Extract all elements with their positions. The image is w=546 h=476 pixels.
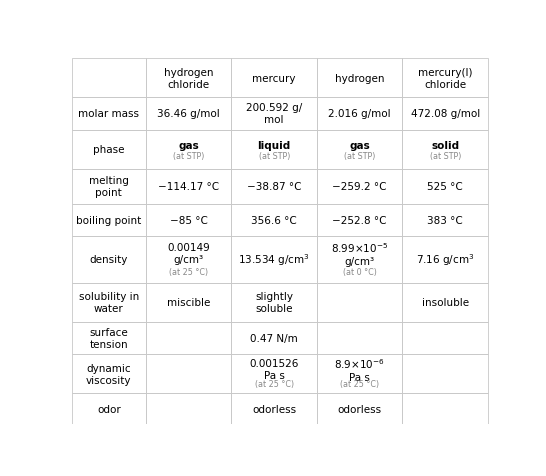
Bar [72, 394, 146, 426]
Bar [72, 98, 146, 130]
Text: (at STP): (at STP) [344, 151, 376, 160]
Bar [146, 169, 232, 205]
Bar [72, 236, 146, 283]
Text: boiling point: boiling point [76, 215, 141, 225]
Text: melting
point: melting point [89, 176, 129, 198]
Text: solubility in
water: solubility in water [79, 292, 139, 314]
Bar [232, 394, 317, 426]
Bar [317, 394, 402, 426]
Text: 525 °C: 525 °C [428, 182, 463, 192]
Text: 200.592 g/
mol: 200.592 g/ mol [246, 103, 302, 125]
Text: phase: phase [93, 145, 124, 155]
Text: −38.87 °C: −38.87 °C [247, 182, 301, 192]
Bar [402, 322, 488, 355]
Bar [72, 169, 146, 205]
Text: (at 0 °C): (at 0 °C) [343, 267, 377, 276]
Text: 36.46 g/mol: 36.46 g/mol [157, 109, 220, 119]
Text: mercury(I)
chloride: mercury(I) chloride [418, 68, 472, 89]
Text: density: density [90, 255, 128, 265]
Bar [72, 283, 146, 322]
Bar [146, 322, 232, 355]
Bar [232, 130, 317, 169]
Text: surface
tension: surface tension [90, 327, 128, 349]
Text: solid: solid [431, 140, 459, 150]
Text: insoluble: insoluble [422, 298, 469, 307]
Text: odorless: odorless [337, 405, 382, 415]
Text: liquid: liquid [258, 140, 291, 150]
Bar [402, 355, 488, 394]
Text: −252.8 °C: −252.8 °C [333, 215, 387, 225]
Bar [402, 59, 488, 98]
Bar [146, 283, 232, 322]
Text: gas: gas [349, 140, 370, 150]
Text: (at STP): (at STP) [173, 151, 204, 160]
Bar [317, 59, 402, 98]
Bar [402, 283, 488, 322]
Bar [146, 130, 232, 169]
Bar [232, 169, 317, 205]
Text: (at 25 °C): (at 25 °C) [169, 267, 208, 276]
Bar [317, 98, 402, 130]
Text: −259.2 °C: −259.2 °C [333, 182, 387, 192]
Text: −114.17 °C: −114.17 °C [158, 182, 219, 192]
Text: (at STP): (at STP) [430, 151, 461, 160]
Text: mercury: mercury [252, 73, 296, 83]
Bar [232, 236, 317, 283]
Bar [232, 355, 317, 394]
Bar [146, 59, 232, 98]
Bar [402, 130, 488, 169]
Bar [317, 205, 402, 236]
Bar [146, 394, 232, 426]
Bar [146, 98, 232, 130]
Bar [317, 169, 402, 205]
Text: 0.47 N/m: 0.47 N/m [250, 333, 298, 343]
Text: (at 25 °C): (at 25 °C) [254, 379, 294, 388]
Text: 8.99×10$^{-5}$
g/cm³: 8.99×10$^{-5}$ g/cm³ [331, 241, 388, 267]
Text: hydrogen
chloride: hydrogen chloride [164, 68, 213, 89]
Bar [402, 205, 488, 236]
Text: gas: gas [179, 140, 199, 150]
Text: 2.016 g/mol: 2.016 g/mol [329, 109, 391, 119]
Text: hydrogen: hydrogen [335, 73, 384, 83]
Text: dynamic
viscosity: dynamic viscosity [86, 363, 132, 385]
Bar [402, 236, 488, 283]
Text: 472.08 g/mol: 472.08 g/mol [411, 109, 480, 119]
Text: −85 °C: −85 °C [170, 215, 207, 225]
Bar [317, 130, 402, 169]
Text: 356.6 °C: 356.6 °C [251, 215, 297, 225]
Text: odorless: odorless [252, 405, 296, 415]
Text: 383 °C: 383 °C [428, 215, 463, 225]
Bar [402, 394, 488, 426]
Text: miscible: miscible [167, 298, 210, 307]
Bar [146, 236, 232, 283]
Bar [232, 322, 317, 355]
Bar [146, 355, 232, 394]
Bar [402, 169, 488, 205]
Bar [232, 283, 317, 322]
Bar [232, 205, 317, 236]
Bar [72, 205, 146, 236]
Text: (at STP): (at STP) [258, 151, 290, 160]
Bar [317, 355, 402, 394]
Text: 0.001526
Pa s: 0.001526 Pa s [250, 358, 299, 380]
Text: odor: odor [97, 405, 121, 415]
Bar [317, 322, 402, 355]
Bar [72, 355, 146, 394]
Text: slightly
soluble: slightly soluble [255, 292, 293, 314]
Text: 0.00149
g/cm³: 0.00149 g/cm³ [167, 243, 210, 265]
Bar [232, 59, 317, 98]
Bar [317, 283, 402, 322]
Text: 7.16 g/cm$^3$: 7.16 g/cm$^3$ [416, 252, 474, 268]
Bar [72, 322, 146, 355]
Bar [72, 130, 146, 169]
Bar [72, 59, 146, 98]
Text: (at 25 °C): (at 25 °C) [340, 379, 379, 388]
Bar [232, 98, 317, 130]
Text: 8.9×10$^{-6}$
Pa s: 8.9×10$^{-6}$ Pa s [334, 356, 385, 382]
Bar [402, 98, 488, 130]
Text: molar mass: molar mass [78, 109, 139, 119]
Bar [317, 236, 402, 283]
Text: 13.534 g/cm$^3$: 13.534 g/cm$^3$ [239, 252, 310, 268]
Bar [146, 205, 232, 236]
